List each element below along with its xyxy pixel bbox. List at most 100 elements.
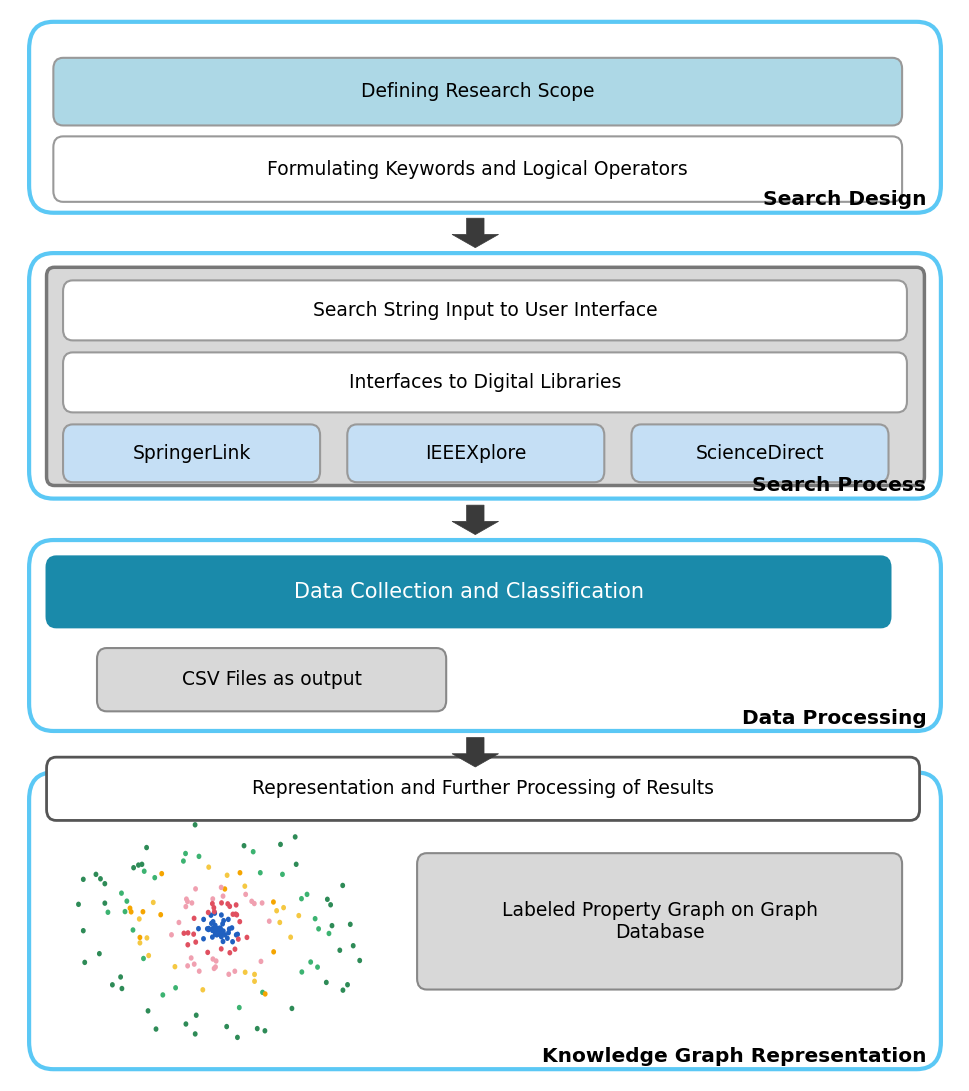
Circle shape — [346, 920, 355, 930]
Text: Search Design: Search Design — [762, 191, 925, 209]
Text: CSV Files as output: CSV Files as output — [181, 670, 361, 690]
Circle shape — [225, 901, 230, 907]
Circle shape — [323, 895, 331, 904]
FancyBboxPatch shape — [53, 136, 901, 202]
Circle shape — [109, 982, 114, 987]
Circle shape — [234, 912, 239, 918]
Circle shape — [118, 974, 123, 980]
Circle shape — [212, 923, 217, 928]
Circle shape — [203, 908, 212, 918]
Circle shape — [193, 1031, 198, 1036]
Circle shape — [210, 927, 215, 933]
Circle shape — [157, 868, 166, 878]
Circle shape — [211, 956, 220, 966]
Circle shape — [213, 964, 218, 970]
Circle shape — [243, 891, 248, 897]
Circle shape — [269, 947, 278, 957]
Circle shape — [240, 882, 249, 891]
Circle shape — [231, 912, 235, 918]
Circle shape — [171, 962, 179, 972]
Circle shape — [131, 927, 136, 933]
Circle shape — [203, 947, 212, 957]
Circle shape — [222, 932, 227, 937]
Circle shape — [215, 925, 224, 935]
Circle shape — [312, 916, 317, 922]
Circle shape — [258, 870, 263, 875]
Circle shape — [225, 935, 230, 940]
Circle shape — [150, 900, 155, 906]
Circle shape — [277, 920, 282, 925]
Circle shape — [294, 862, 298, 867]
Circle shape — [278, 841, 283, 847]
Circle shape — [306, 957, 315, 967]
Circle shape — [220, 884, 229, 894]
Circle shape — [167, 930, 175, 939]
Circle shape — [209, 907, 218, 916]
Circle shape — [338, 985, 347, 995]
Circle shape — [297, 967, 306, 976]
Circle shape — [201, 936, 205, 942]
FancyBboxPatch shape — [417, 853, 901, 990]
Circle shape — [252, 972, 257, 978]
Circle shape — [78, 874, 87, 884]
Circle shape — [211, 928, 216, 934]
Text: IEEEXplore: IEEEXplore — [424, 444, 526, 463]
Circle shape — [231, 945, 239, 955]
Circle shape — [194, 924, 203, 934]
Circle shape — [211, 928, 220, 938]
Circle shape — [250, 976, 259, 986]
Circle shape — [325, 897, 329, 902]
Circle shape — [276, 839, 285, 849]
Circle shape — [185, 899, 190, 904]
Circle shape — [144, 844, 149, 850]
Circle shape — [216, 926, 221, 932]
Circle shape — [308, 959, 313, 964]
Circle shape — [141, 956, 145, 961]
Circle shape — [211, 904, 216, 910]
Circle shape — [216, 924, 225, 934]
Circle shape — [82, 960, 87, 966]
Circle shape — [216, 928, 221, 934]
Circle shape — [216, 928, 221, 934]
Text: Interfaces to Digital Libraries: Interfaces to Digital Libraries — [349, 373, 620, 392]
Circle shape — [190, 913, 199, 923]
FancyBboxPatch shape — [47, 556, 890, 627]
Circle shape — [104, 908, 112, 918]
Circle shape — [191, 1029, 200, 1039]
Circle shape — [218, 936, 227, 946]
Circle shape — [212, 925, 221, 935]
Circle shape — [231, 909, 239, 919]
Circle shape — [210, 919, 215, 924]
Circle shape — [229, 910, 237, 920]
Circle shape — [142, 933, 151, 943]
Circle shape — [206, 864, 211, 870]
Circle shape — [340, 883, 345, 888]
Circle shape — [181, 931, 186, 936]
Circle shape — [257, 957, 266, 967]
Circle shape — [217, 932, 226, 942]
Circle shape — [208, 924, 217, 934]
Circle shape — [185, 931, 190, 936]
Circle shape — [223, 899, 232, 909]
Circle shape — [250, 899, 259, 909]
Circle shape — [213, 958, 218, 963]
Circle shape — [228, 937, 236, 947]
Circle shape — [234, 1034, 239, 1040]
Circle shape — [226, 916, 231, 922]
Circle shape — [187, 898, 196, 908]
Circle shape — [204, 924, 213, 934]
Circle shape — [181, 901, 190, 911]
Circle shape — [151, 1024, 160, 1034]
Circle shape — [160, 992, 165, 997]
Circle shape — [207, 932, 216, 942]
Circle shape — [231, 967, 239, 976]
Circle shape — [351, 943, 356, 948]
Circle shape — [159, 871, 164, 876]
Circle shape — [214, 925, 223, 935]
Circle shape — [128, 906, 133, 911]
Circle shape — [242, 933, 251, 943]
Circle shape — [144, 950, 153, 960]
Circle shape — [103, 900, 108, 906]
Circle shape — [337, 947, 342, 952]
Circle shape — [176, 920, 181, 925]
